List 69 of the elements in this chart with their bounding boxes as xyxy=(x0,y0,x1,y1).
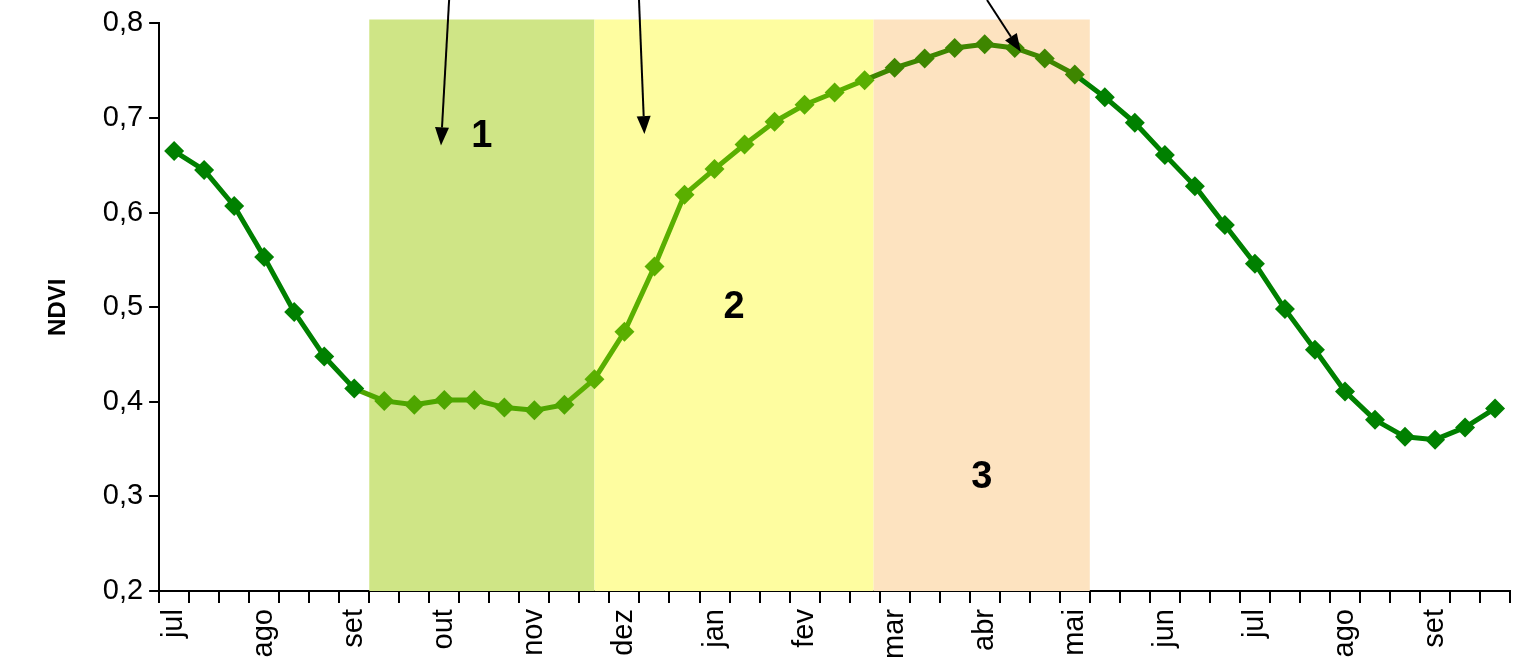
point xyxy=(854,70,875,91)
y-tick-label: 0,2 xyxy=(102,573,144,606)
point xyxy=(1154,144,1175,165)
point xyxy=(1365,409,1385,430)
point xyxy=(1214,214,1235,235)
point xyxy=(584,369,605,390)
point xyxy=(1334,381,1355,402)
point xyxy=(254,247,275,268)
point xyxy=(194,160,215,181)
x-tick-label: fev xyxy=(786,608,819,648)
point xyxy=(614,321,635,342)
annotation: 1 xyxy=(471,113,493,156)
point xyxy=(464,389,485,410)
point xyxy=(344,378,365,399)
point xyxy=(1124,112,1145,133)
x-tick-label: ago xyxy=(1326,609,1359,658)
point xyxy=(1094,87,1115,108)
point xyxy=(1485,398,1506,419)
point xyxy=(884,57,905,78)
y-tick-label: 0,8 xyxy=(102,5,144,38)
point xyxy=(1395,426,1416,447)
point xyxy=(1274,299,1295,320)
point xyxy=(314,346,335,367)
y-axis-title: NDVI xyxy=(43,278,71,336)
y-tick-label: 0,7 xyxy=(102,100,144,133)
x-tick-label: ago xyxy=(246,609,279,658)
y-tick-label: 0,4 xyxy=(102,383,144,416)
x-tick-label: abr xyxy=(966,608,999,651)
point xyxy=(764,111,785,132)
point xyxy=(1425,429,1446,450)
point xyxy=(434,389,455,410)
point xyxy=(794,94,815,115)
point xyxy=(1034,48,1055,69)
point xyxy=(494,397,515,418)
annotation: 3 xyxy=(971,454,993,497)
point xyxy=(824,82,845,103)
point xyxy=(404,394,425,415)
x-tick-label: out xyxy=(426,609,459,650)
point xyxy=(1244,253,1265,274)
x-tick-label: mai xyxy=(1056,609,1089,656)
point xyxy=(674,184,695,205)
point xyxy=(734,134,755,155)
point xyxy=(524,400,545,421)
x-tick-label: set xyxy=(336,609,369,648)
point xyxy=(1184,176,1205,197)
point xyxy=(374,390,395,411)
point xyxy=(644,256,665,277)
point xyxy=(974,34,995,55)
point xyxy=(944,38,965,58)
point xyxy=(164,141,185,162)
point xyxy=(704,159,725,180)
x-tick-label: jun xyxy=(1146,609,1179,649)
y-tick-label: 0,3 xyxy=(102,478,144,511)
x-tick-label: jan xyxy=(696,609,729,649)
x-tick-label: nov xyxy=(516,608,549,656)
annotation: 2 xyxy=(723,283,745,326)
point xyxy=(1064,64,1085,85)
point xyxy=(1304,339,1325,360)
y-tick-label: 0,6 xyxy=(102,194,144,227)
x-tick-label: jul xyxy=(156,609,189,640)
x-tick-label: set xyxy=(1417,609,1450,648)
x-tick-label: mar xyxy=(876,608,909,660)
point xyxy=(284,301,305,322)
point xyxy=(914,48,935,69)
x-tick-label: jul xyxy=(1236,609,1269,640)
y-tick-label: 0,5 xyxy=(102,289,144,322)
point xyxy=(224,196,245,216)
x-tick-label: dez xyxy=(606,609,639,656)
point xyxy=(1455,417,1476,438)
